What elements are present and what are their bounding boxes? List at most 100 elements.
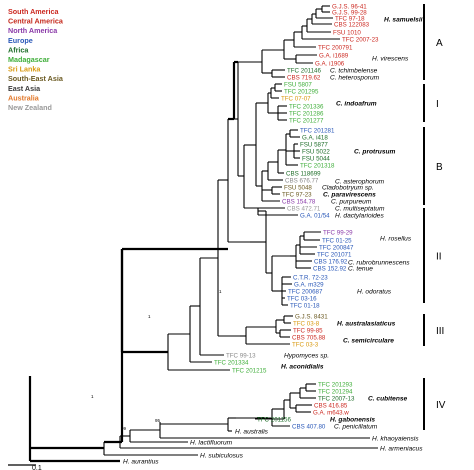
species-label: H. armeniacus [380, 446, 423, 453]
taxon-label: TFC 201071 [317, 252, 352, 259]
taxon-label: TFC 2007-13 [318, 396, 355, 403]
taxon-label: TFC 201318 [300, 163, 335, 170]
taxon-label: CBS 705.88 [292, 335, 326, 342]
taxon-label: G.A. i1906 [315, 61, 345, 68]
species-label: H. australis [235, 429, 269, 436]
species-label: H. rosellus [380, 236, 412, 243]
taxon-label: CBS 152.92 [313, 266, 347, 273]
taxon-label: TFC 201146 [287, 68, 321, 75]
clade-label: A [436, 38, 443, 49]
species-label: H. odoratus [357, 289, 392, 296]
species-label: C. purpureum [331, 199, 372, 206]
legend-item: New Zealand [8, 103, 52, 112]
taxon-label: G.A. m329 [294, 282, 324, 289]
species-label: H. aurantius [123, 459, 159, 466]
taxon-label: FSU 5022 [302, 149, 330, 156]
species-label: C. paravirescens [323, 192, 376, 199]
taxon-label: TFC 03-3 [292, 342, 319, 349]
taxon-label: TFC 99-13 [226, 353, 256, 360]
species-label: H. dactylarioides [335, 213, 384, 220]
species-label: C. rubrobrunnescens [348, 260, 410, 267]
taxon-label: CBS 154.78 [282, 199, 316, 206]
clade-label: II [436, 252, 442, 263]
species-label: C. penicillatum [334, 424, 378, 431]
legend-item: Australia [8, 93, 40, 102]
taxon-label: CBS 676.77 [285, 178, 319, 185]
taxon-label: CBS 472.71 [287, 206, 321, 213]
species-label: C. semicirculare [343, 338, 394, 345]
taxon-label: G.A. 01/54 [300, 213, 330, 220]
clade-label: B [436, 162, 443, 173]
taxon-label: FSU 5807 [284, 82, 312, 89]
taxon-label: G.J.S. 8431 [295, 314, 328, 321]
species-label: C. heterosporum [330, 75, 380, 82]
taxon-label: TFC 201156 [257, 417, 291, 424]
species-label: C. tchimbelense [330, 68, 378, 75]
taxon-label: TFC 201281 [300, 128, 335, 135]
taxon-label: CBS 176.92 [314, 259, 348, 266]
taxon-label: TFC 201277 [289, 118, 324, 125]
taxon-label: TFC 07-07 [281, 96, 311, 103]
species-label: H. subiculosus [200, 453, 244, 460]
taxon-label: FSU 5877 [300, 142, 328, 149]
species-label: H. aconidialis [281, 364, 324, 371]
taxon-label: TFC 97-18 [335, 16, 365, 23]
taxon-label: CBS 416.85 [314, 403, 348, 410]
species-label: C. asterophorum [335, 179, 385, 186]
species-label: H. khaoyaiensis [372, 436, 419, 443]
taxon-label: FSU 5044 [302, 156, 330, 163]
support-value: 1 [91, 394, 94, 399]
species-label: C. indoafrum [336, 101, 377, 108]
taxon-label: TFC 201215 [232, 368, 267, 375]
taxon-label: TFC 200791 [318, 45, 353, 52]
species-label: H. australasiaticus [337, 321, 396, 328]
species-label: C. tenue [348, 266, 373, 273]
tree-branches [103, 5, 378, 456]
legend-item: Madagascar [8, 55, 50, 64]
support-value: 1 [219, 289, 222, 294]
legend-item: North America [8, 26, 58, 35]
species-label: C. multiseptatum [335, 206, 385, 213]
species-label: H. samuelsii [384, 17, 423, 24]
support-value: 99 [121, 426, 127, 431]
scale-bar-label: 0.1 [32, 465, 42, 470]
taxon-label: TFC 201334 [214, 360, 249, 367]
legend-item: Central America [8, 17, 64, 26]
taxon-label: G.J.S. 96-41 [332, 4, 367, 11]
legend-item: Europe [8, 36, 33, 45]
taxon-label: G.A. i1689 [319, 53, 349, 60]
taxon-label: TFC 03-8 [293, 321, 320, 328]
taxon-label: C.T.R. 72-23 [293, 275, 328, 282]
legend-item: South America [8, 7, 59, 16]
taxon-label: TFC 03-16 [287, 296, 317, 303]
species-label: Hypomyces sp. [284, 353, 329, 360]
taxon-label: TFC 200847 [319, 245, 354, 252]
support-values: 1 1 1 99 95 [91, 289, 222, 431]
scale-bar: 0.1 [8, 464, 42, 470]
taxon-label: G.J.S. 99-28 [332, 10, 367, 17]
taxon-label: TFC 201286 [289, 111, 324, 118]
taxon-label: G.A. m643.w [313, 410, 349, 417]
species-label: C. protrusum [354, 149, 396, 156]
taxon-label: FSU 5048 [284, 185, 312, 192]
taxon-label: CBS 407.80 [292, 424, 326, 431]
taxon-label: TFC 01-25 [322, 238, 352, 245]
taxon-label: G.A. i418 [302, 135, 328, 142]
taxon-label: TFC 99-85 [293, 328, 323, 335]
taxon-label: CBS 719.62 [287, 75, 321, 82]
support-value: 95 [155, 418, 161, 423]
taxon-label: TFC 201295 [284, 89, 319, 96]
species-label: H. virescens [372, 56, 409, 63]
species-label: Cladobotryum sp. [322, 185, 374, 192]
taxon-label: TFC 2007-23 [342, 37, 379, 44]
tree-thick-branches [28, 60, 238, 463]
clade-label: I [436, 99, 439, 110]
legend-item: Africa [8, 45, 29, 54]
legend-item: Sri Lanka [8, 65, 41, 74]
species-label: H. gabonensis [330, 417, 375, 424]
